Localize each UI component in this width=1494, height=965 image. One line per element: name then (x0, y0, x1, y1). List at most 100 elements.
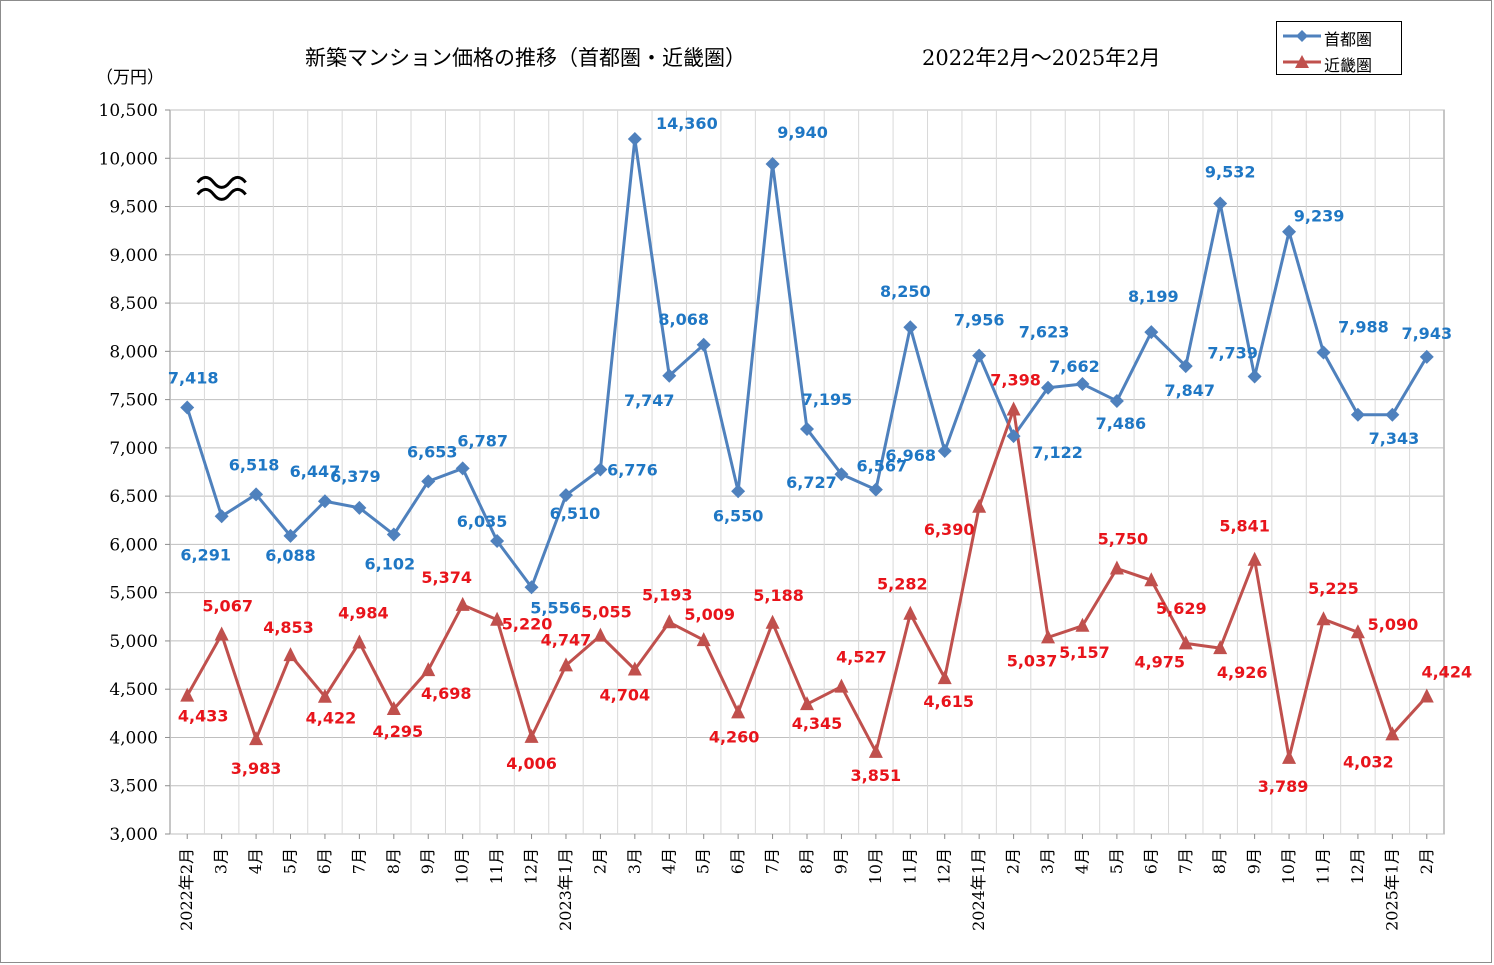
marker-diamond (524, 580, 539, 595)
axis-break-mark (196, 175, 247, 201)
marker-triangle (627, 661, 642, 676)
y-tick-label: 3,000 (109, 825, 158, 845)
data-label-kinki: 6,390 (924, 520, 975, 539)
data-label-shutoken: 6,379 (330, 467, 381, 486)
marker-triangle (524, 728, 539, 743)
data-label-shutoken: 7,662 (1049, 357, 1100, 376)
data-label-shutoken: 6,550 (713, 506, 764, 525)
marker-diamond (834, 467, 849, 482)
marker-diamond (1144, 325, 1159, 340)
marker-diamond (283, 528, 298, 543)
y-tick-label: 5,500 (109, 584, 158, 604)
marker-triangle (662, 614, 677, 629)
chart-title: 新築マンション価格の推移（首都圏・近畿圏） (305, 46, 746, 70)
marker-diamond (1282, 224, 1297, 239)
data-label-shutoken: 7,122 (1032, 443, 1083, 462)
y-tick-label: 9,000 (109, 246, 158, 266)
marker-triangle (1385, 726, 1400, 741)
x-tick-label: 2月 (1417, 848, 1436, 874)
x-tick-label: 2024年1月 (969, 848, 988, 931)
x-tick-label: 10月 (866, 848, 885, 884)
data-label-shutoken: 6,776 (607, 460, 658, 479)
x-tick-label: 2月 (1004, 848, 1023, 874)
marker-diamond (662, 368, 677, 383)
data-label-shutoken: 6,291 (180, 545, 231, 564)
x-tick-label: 4月 (659, 848, 678, 874)
data-label-kinki: 4,433 (178, 707, 229, 726)
data-label-kinki: 3,789 (1258, 777, 1309, 796)
x-tick-label: 2025年1月 (1382, 848, 1401, 931)
x-tick-label: 9月 (1245, 848, 1264, 874)
data-label-kinki: 5,188 (753, 586, 804, 605)
marker-diamond (352, 500, 367, 515)
marker-diamond (1316, 345, 1331, 360)
data-label-kinki: 4,295 (373, 722, 424, 741)
x-tick-label: 8月 (797, 848, 816, 874)
data-label-kinki: 5,055 (581, 603, 632, 622)
marker-diamond (1075, 376, 1090, 391)
marker-diamond (1041, 380, 1056, 395)
data-label-kinki: 5,067 (202, 596, 253, 615)
marker-triangle (868, 743, 883, 758)
marker-triangle (903, 605, 918, 620)
y-tick-label: 10,000 (99, 149, 158, 169)
data-label-shutoken: 6,447 (290, 462, 341, 481)
marker-triangle (1109, 560, 1124, 575)
data-label-shutoken: 7,739 (1207, 344, 1258, 363)
marker-diamond (1419, 349, 1434, 364)
y-tick-label: 6,000 (109, 535, 158, 555)
marker-triangle (593, 627, 608, 642)
data-label-kinki: 5,750 (1098, 530, 1149, 549)
data-label-kinki: 5,090 (1368, 615, 1419, 634)
x-tick-label: 2023年1月 (556, 848, 575, 931)
marker-triangle (421, 662, 436, 677)
x-tick-label: 2022年2月 (177, 848, 196, 931)
data-label-kinki: 4,424 (1421, 663, 1472, 682)
x-tick-label: 9月 (831, 848, 850, 874)
break-wave (196, 175, 247, 189)
marker-diamond (249, 487, 264, 502)
marker-diamond (455, 461, 470, 476)
data-label-kinki: 5,374 (421, 568, 472, 587)
data-label-shutoken: 7,486 (1096, 414, 1147, 433)
y-tick-label: 8,500 (109, 294, 158, 314)
data-label-kinki: 4,260 (709, 727, 760, 746)
x-tick-label: 7月 (349, 848, 368, 874)
data-label-kinki: 4,853 (263, 618, 314, 637)
data-label-shutoken: 7,418 (168, 369, 219, 388)
x-tick-label: 9月 (418, 848, 437, 874)
data-label-shutoken: 5,556 (530, 598, 581, 617)
break-wave (196, 187, 247, 201)
marker-diamond (1350, 407, 1365, 422)
data-label-shutoken: 14,360 (656, 114, 718, 133)
data-label-shutoken: 8,250 (880, 282, 931, 301)
marker-diamond (421, 474, 436, 489)
x-tick-label: 3月 (212, 848, 231, 874)
y-tick-label: 10,500 (99, 101, 158, 121)
data-label-kinki: 5,009 (684, 605, 735, 624)
data-label-kinki: 5,225 (1308, 579, 1359, 598)
data-label-shutoken: 7,343 (1369, 429, 1420, 448)
marker-triangle (1006, 401, 1021, 416)
x-tick-label: 5月 (1107, 848, 1126, 874)
data-label-shutoken: 6,088 (265, 546, 316, 565)
y-tick-label: 8,000 (109, 342, 158, 362)
data-label-kinki: 5,629 (1156, 599, 1207, 618)
y-tick-label: 7,000 (109, 439, 158, 459)
data-label-shutoken: 6,787 (457, 431, 508, 450)
y-tick-label: 4,500 (109, 680, 158, 700)
x-tick-label: 6月 (1141, 848, 1160, 874)
legend-marker-triangle (1283, 55, 1321, 68)
data-label-shutoken: 9,940 (777, 123, 828, 142)
marker-triangle (317, 688, 332, 703)
marker-triangle (1075, 617, 1090, 632)
data-label-shutoken: 6,518 (229, 455, 280, 474)
data-label-kinki: 4,006 (506, 754, 557, 773)
marker-triangle (800, 696, 814, 711)
data-label-shutoken: 7,847 (1164, 381, 1215, 400)
marker-diamond (868, 482, 883, 497)
marker-triangle (1316, 611, 1331, 626)
data-label-kinki: 5,037 (1007, 651, 1058, 670)
data-label-kinki: 4,747 (541, 630, 592, 649)
